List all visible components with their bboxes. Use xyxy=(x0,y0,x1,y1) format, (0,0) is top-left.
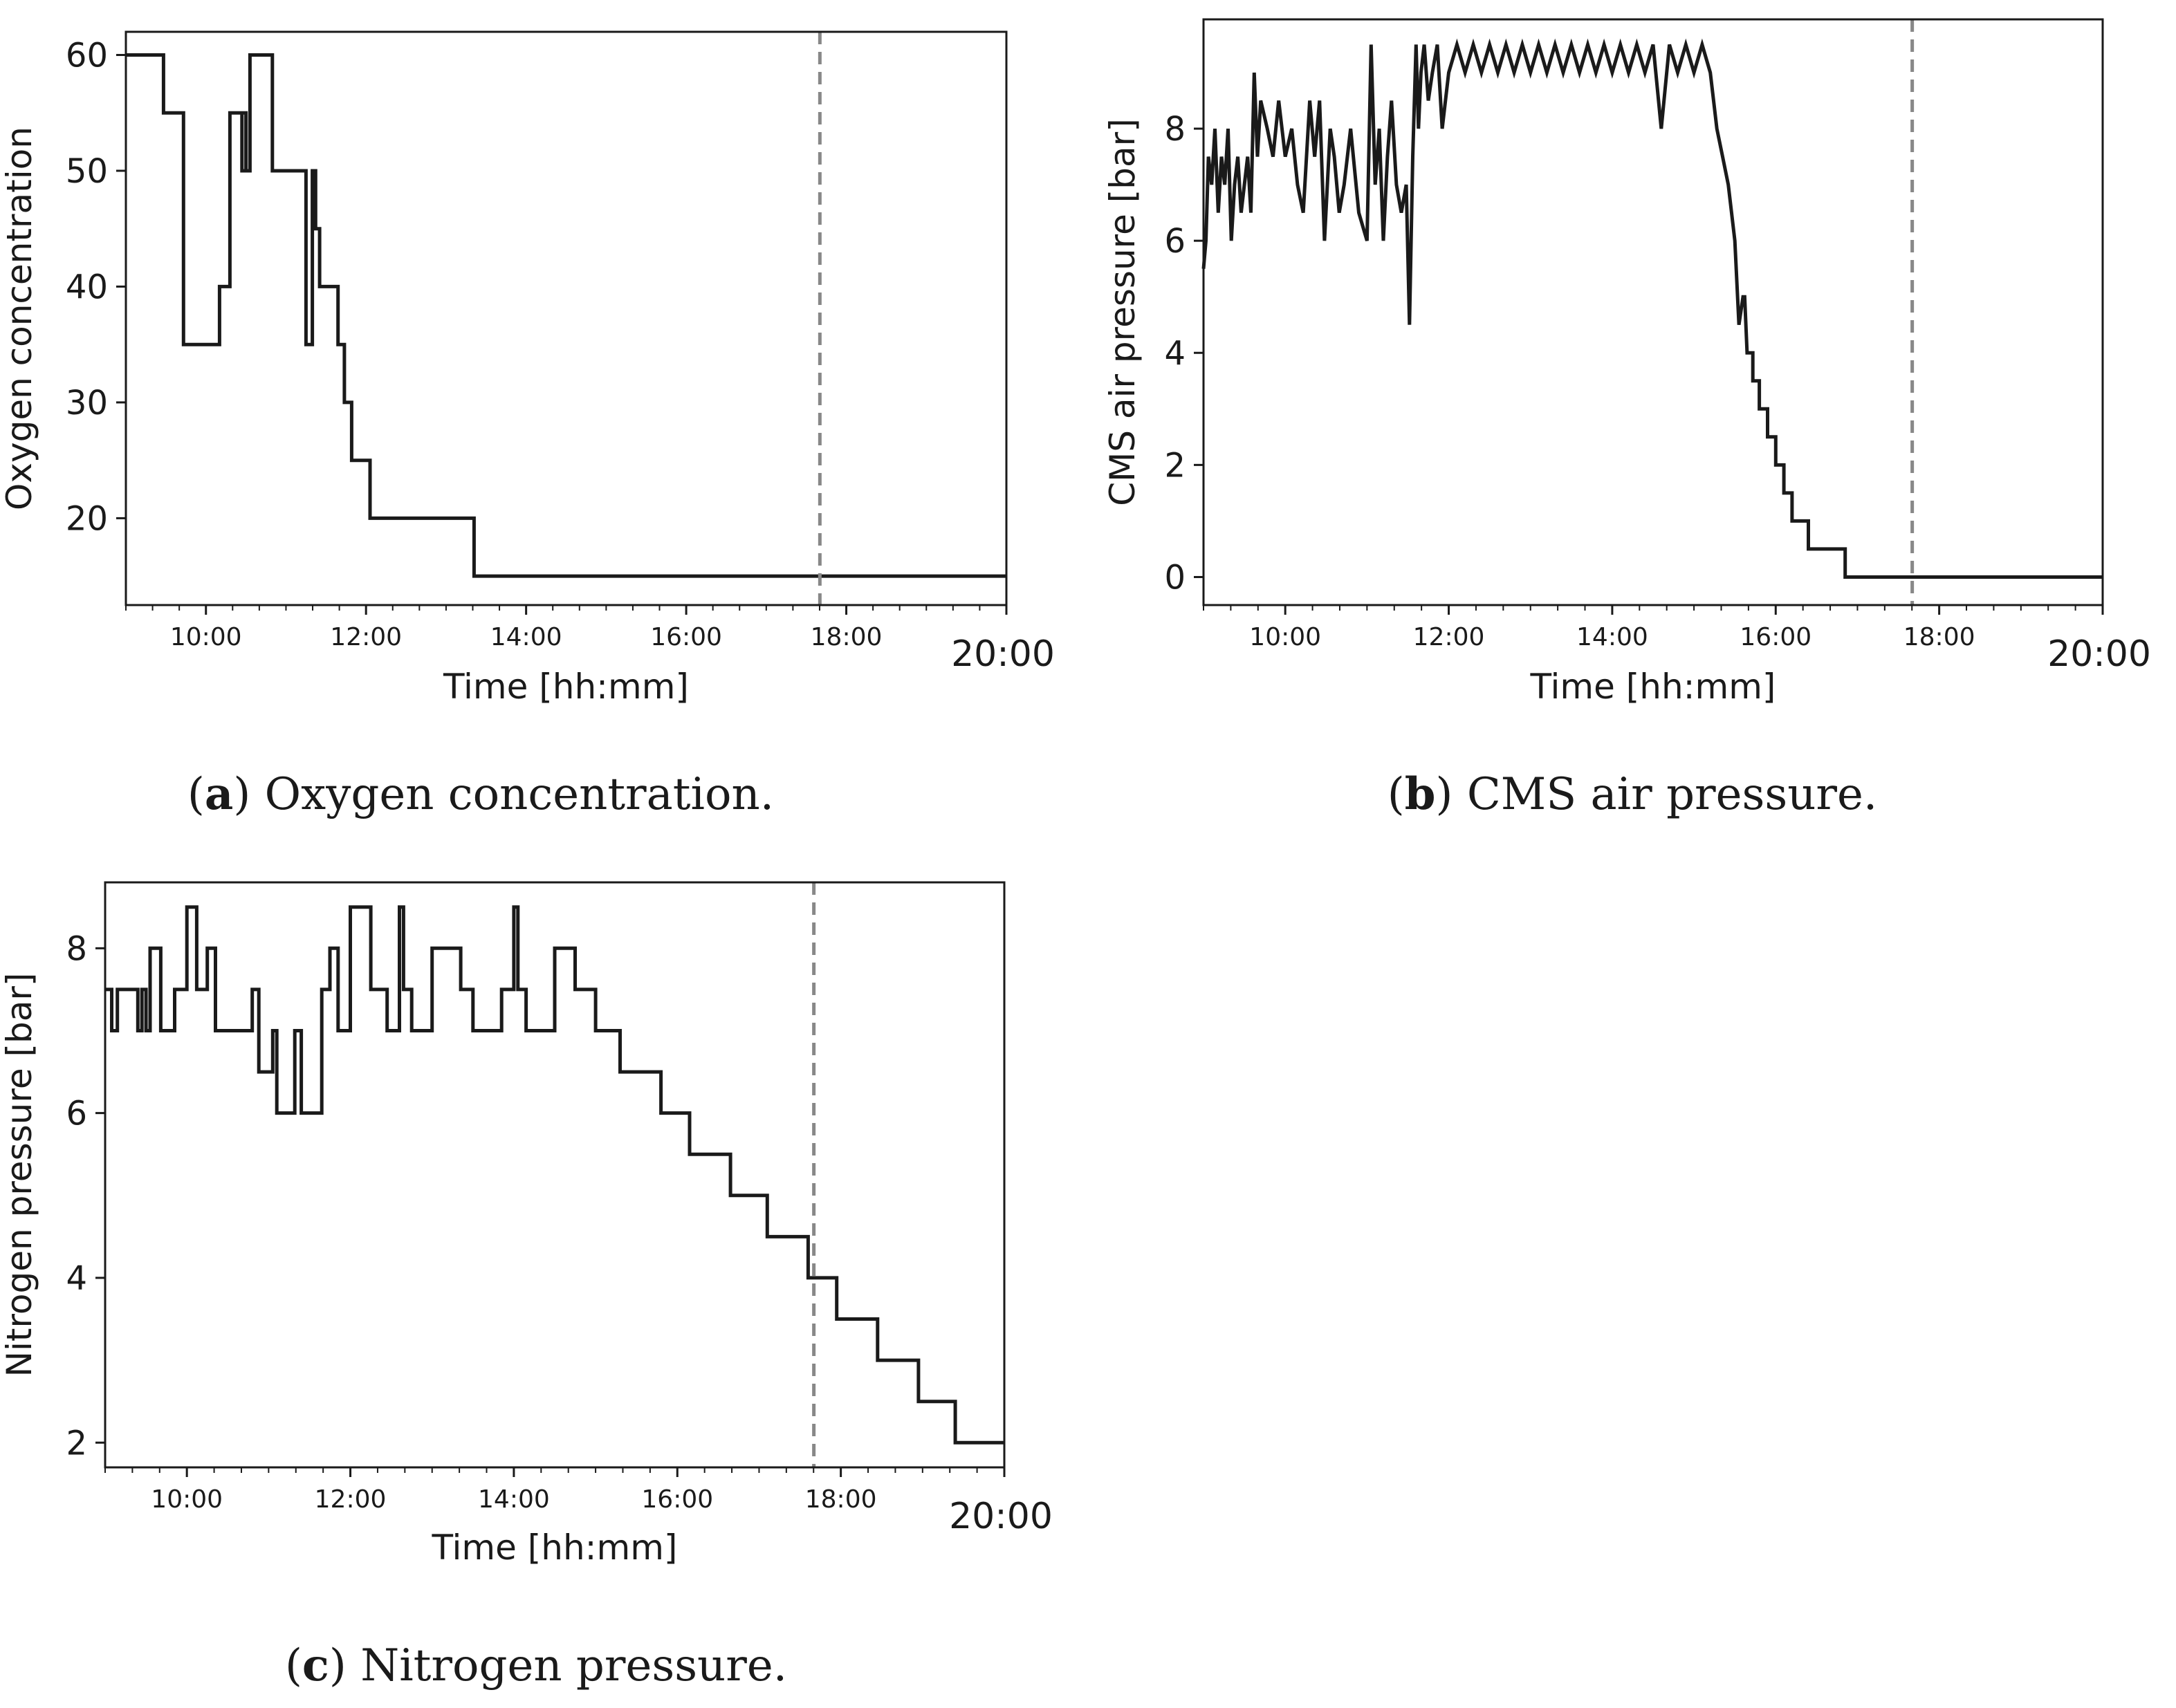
y-tick-label-c-3: 8 xyxy=(66,929,87,968)
y-tick-label-b-2: 4 xyxy=(1164,334,1186,373)
panel-c-nitrogen-chart: 10:00 12:00 14:00 16:00 18:00 20:00 2 4 6 8 Time [… xyxy=(0,881,1053,1691)
x-tick-label-c-3: 16:00 xyxy=(641,1485,713,1514)
x-tick-label-b-0: 10:00 xyxy=(1249,623,1321,651)
x-tick-label-c-0: 10:00 xyxy=(151,1485,223,1514)
y-tick-label-c-1: 4 xyxy=(66,1259,87,1298)
x-tick-label-a-1: 12:00 xyxy=(330,623,402,651)
x-axis-label-b: Time [hh:mm] xyxy=(1530,667,1776,707)
x-tick-label-a-2: 14:00 xyxy=(490,623,562,651)
y-tick-label-a-2: 40 xyxy=(66,268,108,306)
x-tick-label-a-4: 18:00 xyxy=(811,623,883,651)
panel-a-plot-layer: 10:00 12:00 14:00 16:00 18:00 20:00 20 30 40 50 60… xyxy=(0,30,1055,707)
panel-a-oxygen-chart: 10:00 12:00 14:00 16:00 18:00 20:00 20 30 40 50 60… xyxy=(0,30,1055,820)
plot-frame-c xyxy=(104,881,1006,1469)
y-tick-label-b-3: 6 xyxy=(1164,222,1186,261)
y-tick-label-a-1: 30 xyxy=(66,384,108,423)
y-tick-label-b-4: 8 xyxy=(1164,110,1186,149)
y-axis-label-a: Oxygen concentration xyxy=(0,127,39,510)
x-tick-label-c-2: 14:00 xyxy=(478,1485,550,1514)
y-tick-label-b-0: 0 xyxy=(1164,558,1186,597)
panel-b-caption: (b) CMS air pressure. xyxy=(1387,768,1877,820)
y-tick-label-a-4: 60 xyxy=(66,36,108,75)
y-tick-label-c-2: 6 xyxy=(66,1095,87,1133)
series-line-c-0 xyxy=(105,905,1004,1445)
x-axis-label-a: Time [hh:mm] xyxy=(443,667,689,707)
series-line-a-0 xyxy=(126,53,1006,578)
series-line-b-0 xyxy=(1201,38,2103,579)
plot-frame-a xyxy=(125,30,1008,606)
plot-frame-b xyxy=(1202,18,2104,606)
x-tick-label-b-3: 16:00 xyxy=(1740,623,1811,651)
x-tick-label-a-3: 16:00 xyxy=(650,623,722,651)
x-tick-label-a-0: 10:00 xyxy=(170,623,242,651)
panel-b-plot-layer: 10:00 12:00 14:00 16:00 18:00 20:00 0 2 4 6 8 Time … xyxy=(1103,18,2151,707)
panel-c-caption: (c) Nitrogen pressure. xyxy=(285,1640,787,1691)
panel-a-caption: (a) Oxygen concentration. xyxy=(187,768,774,820)
y-axis-label-c: Nitrogen pressure [bar] xyxy=(0,973,39,1377)
x-tick-label-a-5: 20:00 xyxy=(951,633,1055,675)
x-tick-label-b-5: 20:00 xyxy=(2047,633,2151,675)
x-tick-label-c-4: 18:00 xyxy=(805,1485,877,1514)
y-tick-label-a-3: 50 xyxy=(66,152,108,191)
x-tick-label-c-1: 12:00 xyxy=(315,1485,387,1514)
x-axis-label-c: Time [hh:mm] xyxy=(432,1528,678,1568)
y-tick-label-b-1: 2 xyxy=(1164,446,1186,485)
x-tick-label-c-5: 20:00 xyxy=(949,1496,1053,1537)
x-tick-label-b-1: 12:00 xyxy=(1413,623,1485,651)
y-tick-label-c-0: 2 xyxy=(66,1424,87,1463)
x-tick-label-b-2: 14:00 xyxy=(1576,623,1648,651)
panel-b-cms-chart: 10:00 12:00 14:00 16:00 18:00 20:00 0 2 4 6 8 Time … xyxy=(1103,18,2151,820)
y-axis-label-b: CMS air pressure [bar] xyxy=(1103,118,1143,505)
panel-c-plot-layer: 10:00 12:00 14:00 16:00 18:00 20:00 2 4 6 8 Time [… xyxy=(0,881,1053,1568)
y-tick-label-a-0: 20 xyxy=(66,499,108,538)
x-tick-label-b-4: 18:00 xyxy=(1903,623,1975,651)
